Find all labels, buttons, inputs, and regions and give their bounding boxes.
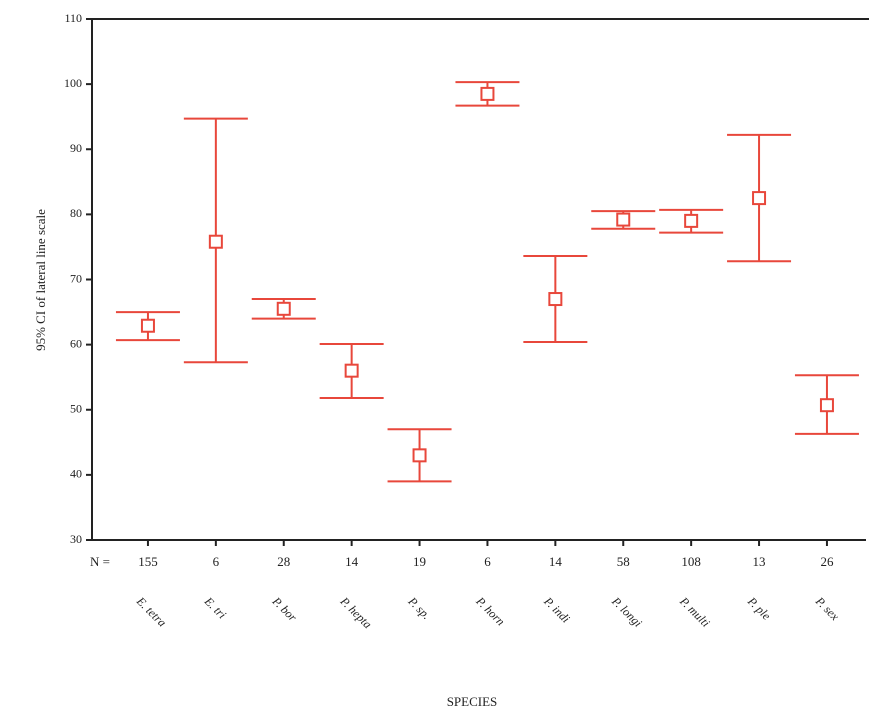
y-tick-label: 50 [70,402,82,416]
y-tick-label: 40 [70,467,82,481]
mean-marker [412,448,427,463]
y-tick-label: 70 [70,271,82,285]
mean-marker [684,213,699,228]
y-axis-label: 95% CI of lateral line scale [33,209,48,351]
mean-marker [548,292,563,307]
n-value: 19 [413,554,426,569]
x-tick-label: P. ple [744,593,774,623]
x-tick-label: P. indi [541,593,573,625]
mean-marker [752,191,767,206]
x-axis-label: SPECIES [447,694,498,709]
y-tick-label: 30 [70,532,82,546]
x-tick-label: P. longi [608,593,644,629]
n-label: N = [90,554,110,569]
mean-marker [276,301,291,316]
x-tick-label: P. multi [676,593,712,629]
x-tick-label: P. bor [269,593,300,624]
n-value: 6 [484,554,491,569]
x-tick-label: E. tri [201,593,229,621]
n-value: 28 [277,554,290,569]
mean-marker [819,398,834,413]
y-tick-label: 90 [70,141,82,155]
x-tick-label: P. sp. [405,593,434,622]
mean-marker [140,318,155,333]
n-value: 58 [617,554,630,569]
mean-marker [344,363,359,378]
n-value: 26 [820,554,834,569]
x-tick-label: E. tetra [133,593,169,629]
n-value: 14 [345,554,359,569]
mean-marker [208,234,223,249]
mean-marker [616,212,631,227]
n-value: 14 [549,554,563,569]
y-tick-label: 60 [70,336,82,350]
y-tick-label: 110 [64,11,82,25]
n-value: 108 [681,554,701,569]
y-tick-label: 100 [64,76,82,90]
mean-marker [480,86,495,101]
y-tick-label: 80 [70,206,82,220]
x-tick-label: P. sex [812,593,842,623]
x-tick-label: P. hepta [337,593,375,631]
n-value: 6 [213,554,220,569]
x-tick-label: P. horn [473,593,508,628]
n-value: 155 [138,554,158,569]
n-value: 13 [753,554,766,569]
